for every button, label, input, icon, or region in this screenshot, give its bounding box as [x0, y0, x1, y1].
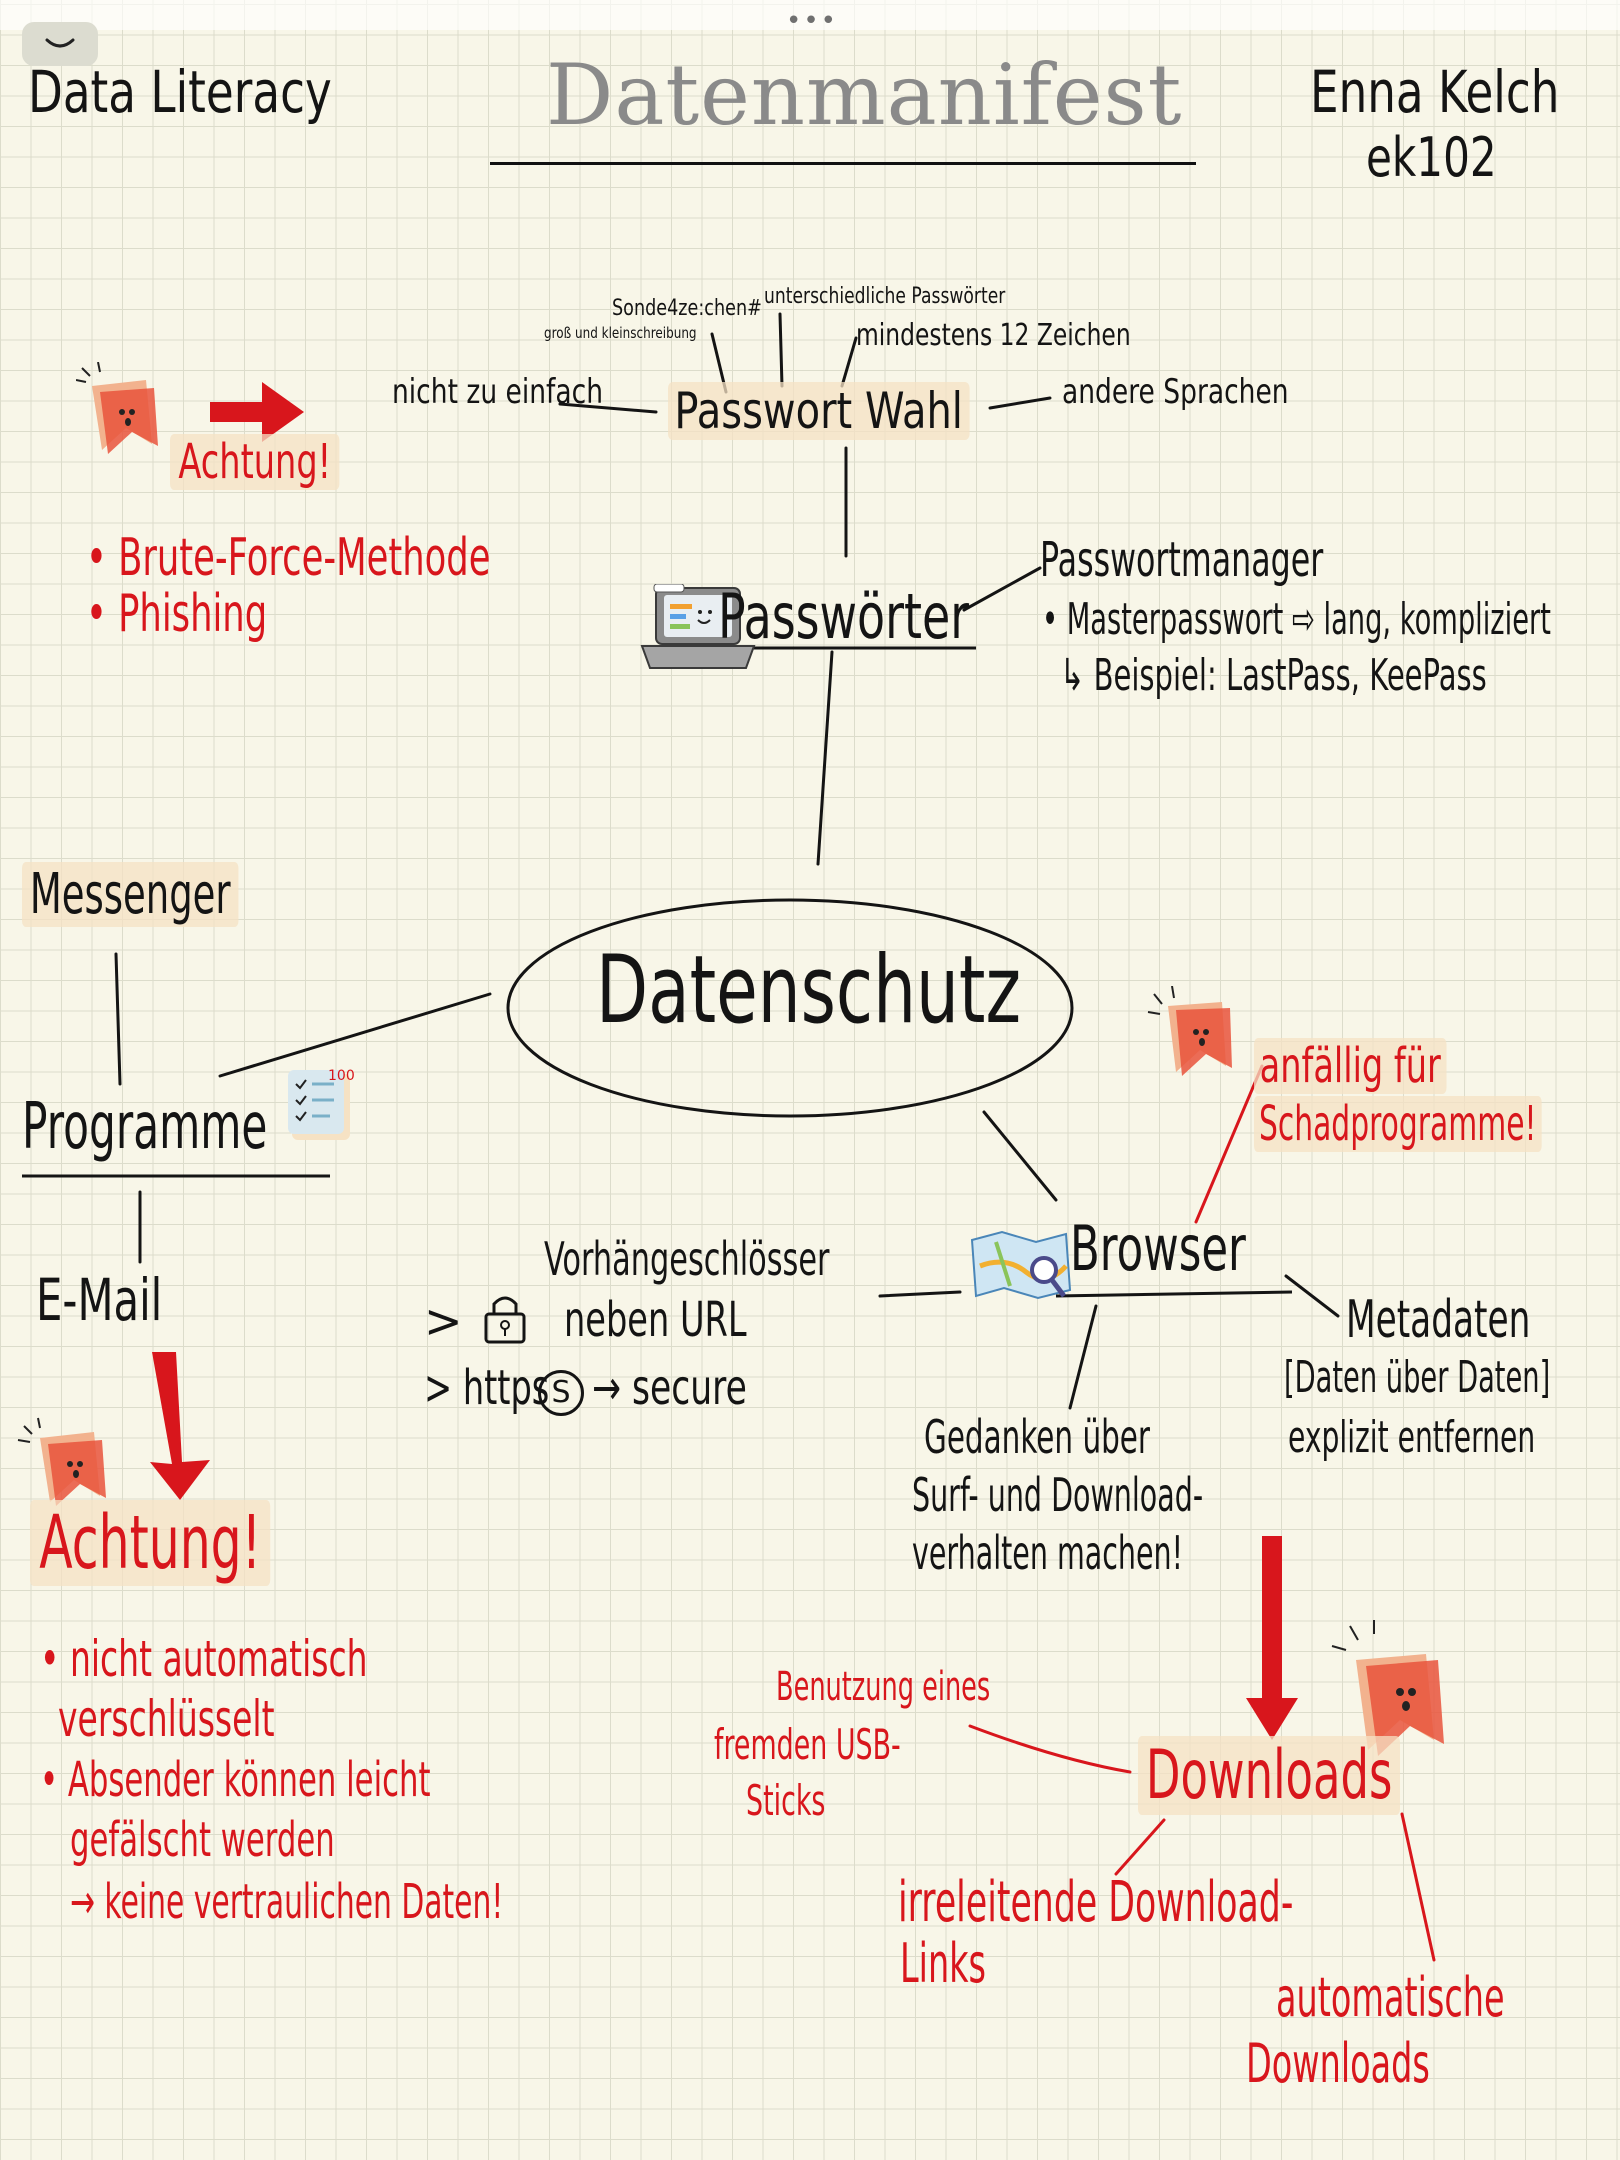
tip-not-simple: nicht zu einfach	[392, 372, 604, 412]
locks-label: Vorhängeschlösser	[544, 1232, 830, 1286]
tip-languages: andere Sprachen	[1062, 372, 1289, 412]
metadata-action: explizit entfernen	[1288, 1412, 1536, 1463]
author-id: ek102	[1366, 126, 1497, 189]
warning-email-item-1: • nicht automatisch	[40, 1630, 368, 1688]
password-manager-label: Passwortmanager	[1040, 532, 1324, 588]
https-s-circle: S	[538, 1370, 584, 1416]
metadata-label: Metadaten	[1346, 1290, 1531, 1350]
downloads-label: Downloads	[1138, 1736, 1401, 1815]
programme-label: Programme	[22, 1090, 268, 1164]
messenger-label: Messenger	[22, 862, 239, 927]
thoughts-line-3: verhalten machen!	[912, 1526, 1184, 1580]
https-secure-text: → secure	[592, 1360, 747, 1416]
misleading-line-1: irreleitende Download-	[898, 1870, 1294, 1935]
map-icon	[966, 1226, 1076, 1310]
thoughts-line-1: Gedanken über	[924, 1410, 1151, 1464]
thoughts-line-2: Surf- und Download-	[912, 1468, 1204, 1522]
tip-special-chars: Sonde4ze:chen#	[612, 296, 762, 321]
browser-warning-line-2: Schadprogramme!	[1254, 1096, 1542, 1152]
lock-icon	[480, 1290, 530, 1350]
top-bar	[0, 0, 1620, 30]
alert-bookmark-icon	[1138, 985, 1234, 1086]
author-name: Enna Kelch	[1310, 58, 1560, 126]
usb-line-3: Sticks	[746, 1776, 826, 1825]
warning-email-item-4: gefälscht werden	[70, 1812, 335, 1868]
warning-top-title: Achtung!	[170, 434, 340, 490]
laptop-icon	[640, 583, 760, 678]
tip-unique: unterschiedliche Passwörter	[764, 284, 1006, 309]
warning-top-item-1: • Brute-Force-Methode	[86, 528, 491, 588]
metadata-definition: [Daten über Daten]	[1284, 1352, 1551, 1403]
misleading-line-2: Links	[900, 1932, 987, 1995]
tip-case: groß und kleinschreibung	[544, 324, 697, 342]
warning-email-title: Achtung!	[30, 1500, 271, 1586]
center-topic: Datenschutz	[596, 936, 1021, 1045]
alert-bookmark-icon	[75, 361, 172, 462]
browser-warning-line-1: anfällig für	[1254, 1038, 1447, 1094]
chevron-down-icon	[45, 38, 75, 48]
page-title: Datenmanifest	[546, 46, 1183, 144]
checklist-icon: 100	[286, 1066, 366, 1150]
warning-email-item-3: • Absender können leicht	[40, 1752, 431, 1808]
https-prefix: > https	[424, 1360, 550, 1416]
alert-bookmark-icon	[1326, 1620, 1456, 1774]
passwort-wahl-label: Passwort Wahl	[668, 382, 970, 440]
browser-label: Browser	[1070, 1212, 1246, 1285]
bullet-arrow: >	[424, 1294, 463, 1348]
alert-bookmark-icon	[14, 1412, 110, 1512]
lock-line-text: neben URL	[564, 1292, 747, 1348]
passwoerter-label: Passwörter	[718, 580, 970, 653]
automatic-line-1: automatische	[1276, 1966, 1505, 2029]
svg-text:100: 100	[328, 1068, 355, 1084]
warning-email-item-2: verschlüsselt	[58, 1690, 275, 1748]
usb-line-1: Benutzung eines	[776, 1664, 991, 1710]
manager-example-text: ↳ Beispiel: LastPass, KeePass	[1060, 650, 1487, 701]
more-options-icon[interactable]: •••	[786, 6, 839, 36]
tip-length: mindestens 12 Zeichen	[856, 318, 1131, 353]
automatic-line-2: Downloads	[1246, 2032, 1430, 2095]
email-label: E-Mail	[36, 1266, 163, 1334]
center-ellipse	[506, 898, 1074, 1118]
warning-top-item-2: • Phishing	[86, 584, 268, 644]
title-underline	[490, 162, 1196, 165]
course-label: Data Literacy	[28, 58, 332, 126]
warning-email-item-5: → keine vertraulichen Daten!	[70, 1874, 504, 1930]
master-password-text: • Masterpasswort ⇨ lang, kompliziert	[1042, 594, 1551, 645]
collapse-button[interactable]	[22, 22, 98, 66]
usb-line-2: fremden USB-	[714, 1720, 901, 1769]
